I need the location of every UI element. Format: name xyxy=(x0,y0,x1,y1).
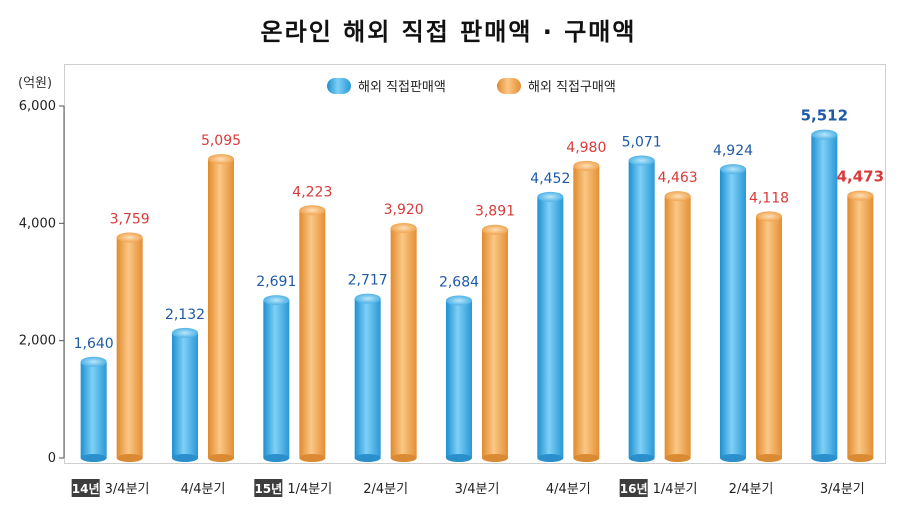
data-label: 4,223 xyxy=(292,184,332,200)
bar-sales xyxy=(172,332,198,458)
data-label: 4,980 xyxy=(566,140,606,156)
data-label: 5,071 xyxy=(622,135,662,151)
bar-base xyxy=(446,454,472,462)
bar-base xyxy=(354,454,381,462)
bar-top xyxy=(573,160,600,171)
data-label: 5,512 xyxy=(801,107,848,125)
bar-sales xyxy=(446,300,472,458)
data-label: 4,452 xyxy=(530,171,570,187)
bar-purchase xyxy=(299,210,326,458)
legend-swatch-1 xyxy=(327,78,351,94)
plot-frame xyxy=(64,64,886,464)
data-label: 4,473 xyxy=(837,168,884,186)
x-tick-label: 3/4분기 xyxy=(820,482,865,497)
bar-base xyxy=(720,454,746,462)
x-tick-label: 3/4분기 xyxy=(455,482,500,497)
bar-base xyxy=(390,454,417,462)
bar-base xyxy=(482,454,508,462)
bar-sales xyxy=(720,169,746,458)
bar-top xyxy=(299,205,326,216)
year-tag-bg xyxy=(254,479,283,497)
bar-top xyxy=(720,164,746,175)
year-tag: 15년 xyxy=(254,482,282,496)
bar-base xyxy=(263,454,290,462)
bar-top xyxy=(756,211,782,222)
bar-base xyxy=(208,454,234,462)
bar-base xyxy=(628,454,655,462)
bar-base xyxy=(537,454,564,462)
bar-top xyxy=(482,224,508,235)
bar-purchase xyxy=(756,216,782,458)
bar-top xyxy=(628,155,655,166)
data-label: 4,924 xyxy=(713,143,753,159)
legend-swatch-2 xyxy=(497,78,521,94)
x-tick-label: 4/4분기 xyxy=(546,482,591,497)
bar-base xyxy=(172,454,198,462)
bar-base xyxy=(664,454,691,462)
legend-label-2: 해외 직접구매액 xyxy=(528,80,616,95)
x-tick-label: 2/4분기 xyxy=(363,482,408,497)
bar-base xyxy=(573,454,600,462)
data-label: 2,717 xyxy=(348,273,388,289)
bar-base xyxy=(847,454,874,462)
bar-purchase xyxy=(664,196,691,459)
data-label: 3,891 xyxy=(475,204,515,220)
x-tick-label: 1/4분기 xyxy=(653,482,698,497)
bar-sales xyxy=(263,300,290,458)
bar-sales xyxy=(628,160,655,458)
data-label: 2,691 xyxy=(256,274,296,290)
chart-title: 온라인 해외 직접 판매액 · 구매액 xyxy=(260,18,637,46)
y-tick-label: 2,000 xyxy=(19,334,56,349)
data-label: 4,118 xyxy=(749,190,789,206)
bar-base xyxy=(116,454,143,462)
bar-top xyxy=(263,295,290,306)
bar-purchase xyxy=(390,228,417,458)
bar-top xyxy=(664,191,691,202)
bar-top xyxy=(390,223,417,234)
year-tag-bg xyxy=(71,479,100,497)
bar-purchase xyxy=(573,165,600,458)
bar-purchase xyxy=(847,195,874,459)
bar-base xyxy=(756,454,782,462)
x-tick-label: 3/4분기 xyxy=(105,482,150,497)
bar-top xyxy=(811,129,838,140)
y-tick-label: 4,000 xyxy=(19,216,56,231)
data-label: 2,684 xyxy=(439,275,479,291)
y-tick-label: 6,000 xyxy=(19,99,56,114)
year-tag: 16년 xyxy=(620,482,648,496)
bar-base xyxy=(299,454,326,462)
year-tag: 14년 xyxy=(72,482,100,496)
data-label: 3,759 xyxy=(110,211,150,227)
data-label: 4,463 xyxy=(658,170,698,186)
data-label: 3,920 xyxy=(384,202,424,218)
data-label: 2,132 xyxy=(165,307,205,323)
bar-top xyxy=(446,295,472,306)
bar-purchase xyxy=(116,237,143,458)
legend-label-1: 해외 직접판매액 xyxy=(358,80,446,95)
bar-top xyxy=(208,154,234,165)
bar-sales xyxy=(537,196,564,459)
y-tick-label: 0 xyxy=(48,451,56,466)
bar-sales xyxy=(811,134,838,458)
bar-top xyxy=(80,356,107,367)
bar-sales xyxy=(354,298,381,458)
data-label: 1,640 xyxy=(74,336,114,352)
bar-base xyxy=(811,454,838,462)
bar-top xyxy=(116,232,143,243)
x-tick-label: 1/4분기 xyxy=(287,482,332,497)
bar-sales xyxy=(80,361,107,458)
bar-purchase xyxy=(208,159,234,459)
bar-top xyxy=(354,293,381,304)
bar-top xyxy=(847,190,874,201)
data-label: 5,095 xyxy=(201,133,241,149)
y-axis-unit: (억원) xyxy=(18,76,53,91)
bar-top xyxy=(537,191,564,202)
x-tick-label: 4/4분기 xyxy=(181,482,226,497)
bar-purchase xyxy=(482,229,508,458)
x-tick-label: 2/4분기 xyxy=(729,482,774,497)
year-tag-bg xyxy=(619,479,648,497)
bar-base xyxy=(80,454,107,462)
bar-top xyxy=(172,327,198,338)
